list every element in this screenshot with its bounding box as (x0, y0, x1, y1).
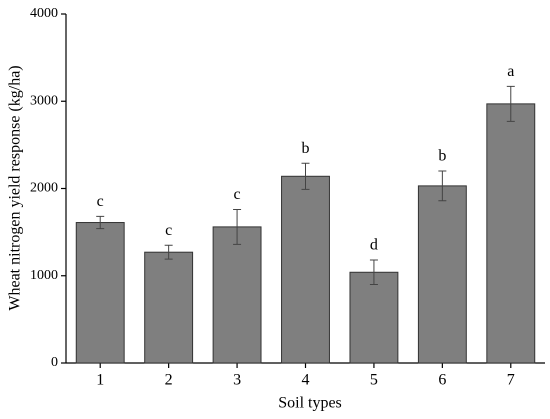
x-tick-label: 1 (96, 372, 104, 389)
y-tick-label: 0 (51, 355, 58, 370)
x-tick-label: 7 (507, 372, 515, 389)
significance-label: c (97, 193, 104, 210)
error-bar (438, 170, 447, 202)
bar (417, 185, 467, 364)
x-tick-label: 6 (438, 372, 446, 389)
significance-label: d (370, 237, 378, 254)
significance-label: c (165, 222, 172, 239)
x-tick-label: 5 (370, 372, 378, 389)
y-tick-label: 1000 (30, 268, 58, 283)
bar (144, 251, 194, 364)
bar (281, 175, 330, 364)
x-tick-label: 4 (302, 372, 310, 389)
error-bar (506, 85, 515, 122)
x-tick-label: 2 (165, 372, 173, 389)
significance-label: b (302, 140, 310, 157)
error-bar (369, 259, 378, 285)
error-bar (164, 244, 173, 260)
significance-label: b (438, 148, 446, 165)
bar (349, 271, 399, 364)
significance-label: a (507, 63, 514, 80)
x-tick-label: 3 (233, 372, 241, 389)
bar (212, 226, 262, 364)
y-tick-label: 3000 (30, 93, 58, 108)
y-tick-label: 2000 (30, 181, 58, 196)
error-bar (301, 162, 310, 190)
y-axis-label: Wheat nitrogen yield response (kg/ha) (7, 65, 24, 310)
error-bar (96, 215, 105, 230)
error-bar (233, 208, 242, 245)
significance-label: c (234, 186, 241, 203)
bar (75, 222, 125, 364)
y-tick-label: 4000 (30, 6, 58, 21)
bar (486, 103, 536, 364)
x-axis-label: Soil types (278, 395, 342, 412)
